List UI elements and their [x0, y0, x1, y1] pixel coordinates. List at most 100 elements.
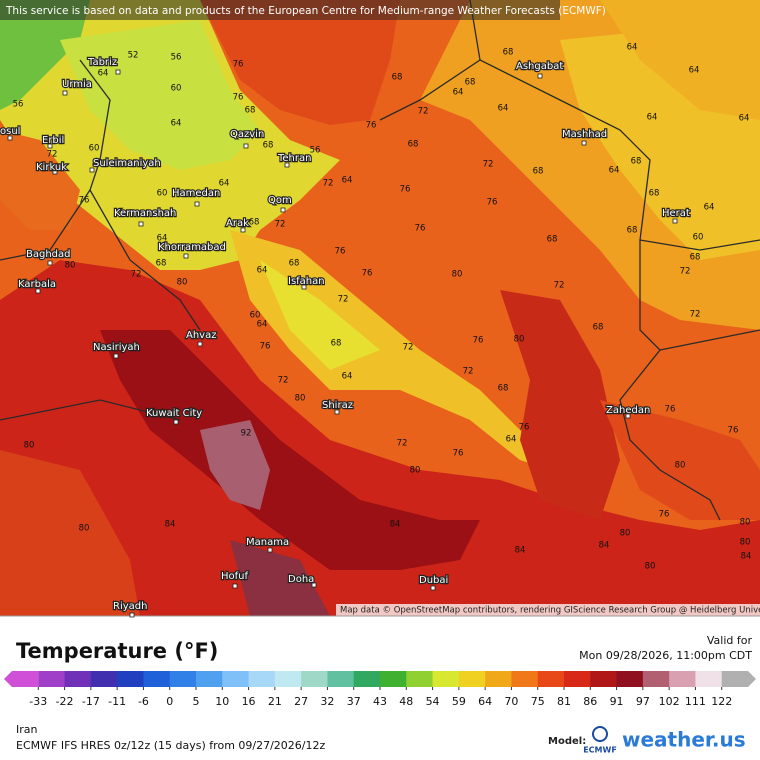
- colorbar-tick-label: 91: [610, 695, 624, 708]
- contour-label: 72: [463, 367, 474, 377]
- contour-label: 68: [156, 259, 167, 269]
- contour-label: 64: [98, 69, 109, 79]
- colorbar-tick-label: 81: [557, 695, 571, 708]
- contour-label: 64: [647, 113, 658, 123]
- colorbar-segment: [222, 671, 250, 687]
- city-marker: [672, 218, 678, 224]
- colorbar-segment: [642, 671, 670, 687]
- colorbar-tick-label: 64: [478, 695, 492, 708]
- colorbar-tick-label: -6: [138, 695, 149, 708]
- contour-label: 76: [473, 336, 484, 346]
- contour-label: 64: [157, 234, 168, 244]
- city-label: Qazvin: [230, 129, 264, 140]
- city-marker: [35, 288, 41, 294]
- colorbar-tick-label: 54: [426, 695, 440, 708]
- colorbar: -33 -22 -17 -11 -6 0 5 10 16 21 27 32 37 43 48 54 59 64 70…: [4, 671, 756, 708]
- city-label: Baghdad: [26, 249, 71, 260]
- city-label: Isfahan: [288, 276, 325, 287]
- colorbar-tick-label: 59: [452, 695, 466, 708]
- colorbar-segment: [327, 671, 355, 687]
- colorbar-tick-label: 16: [242, 695, 256, 708]
- contour-label: 68: [263, 141, 274, 151]
- contour-label: 64: [627, 43, 638, 53]
- city-label: Nasiriyah: [93, 342, 140, 353]
- city-label: osul: [0, 126, 20, 137]
- temp-zone: [0, 130, 80, 230]
- colorbar-segment: [117, 671, 144, 687]
- contour-label: 72: [483, 160, 494, 170]
- city-marker: [581, 140, 587, 146]
- valid-label: Valid for: [707, 634, 753, 647]
- colorbar-tick-label: 48: [399, 695, 413, 708]
- colorbar-tick-label: 43: [373, 695, 387, 708]
- contour-label: 76: [415, 224, 426, 234]
- contour-label: 76: [233, 60, 244, 70]
- contour-label: 76: [665, 405, 676, 415]
- city-label: Qom: [268, 195, 292, 206]
- contour-label: 76: [335, 247, 346, 257]
- contour-label: 80: [740, 518, 751, 528]
- city-marker: [240, 227, 246, 233]
- contour-label: 80: [740, 538, 751, 548]
- colorbar-segment: [616, 671, 644, 687]
- model-name: ECMWF: [583, 746, 617, 755]
- colorbar-arrow: [721, 671, 756, 687]
- city-label: Ashgabat: [516, 61, 563, 72]
- contour-label: 80: [452, 270, 463, 280]
- contour-label: 64: [453, 88, 464, 98]
- contour-label: 80: [410, 466, 421, 476]
- city-label: Khorramabad: [158, 242, 226, 253]
- contour-label: 80: [645, 562, 656, 572]
- city-label: Shiraz: [322, 400, 353, 411]
- contour-label: 64: [219, 179, 230, 189]
- colorbar-tick-label: -33: [29, 695, 47, 708]
- city-label: Hofuf: [221, 571, 248, 582]
- city-marker: [173, 419, 179, 425]
- contour-label: 64: [171, 119, 182, 129]
- valid-time: Mon 09/28/2026, 11:00pm CDT: [579, 649, 752, 662]
- colorbar-segment: [353, 671, 381, 687]
- colorbar-tick-label: -11: [108, 695, 126, 708]
- contour-label: 68: [289, 259, 300, 269]
- contour-label: 72: [403, 343, 414, 353]
- contour-label: 84: [165, 520, 176, 530]
- contour-label: 80: [65, 261, 76, 271]
- contour-label: 72: [323, 179, 334, 189]
- caspian-sea: [200, 0, 400, 125]
- contour-label: 64: [689, 66, 700, 76]
- colorbar-tick-label: 21: [268, 695, 282, 708]
- contour-label: 68: [593, 323, 604, 333]
- contour-label: 76: [366, 121, 377, 131]
- contour-label: 68: [533, 167, 544, 177]
- region: Iran: [16, 723, 38, 736]
- contour-label: 72: [554, 281, 565, 291]
- city-marker: [301, 284, 307, 290]
- banner-bg: [0, 0, 560, 20]
- colorbar-segment: [274, 671, 302, 687]
- contour-label: 84: [741, 552, 752, 562]
- model-label: Model:: [548, 736, 586, 747]
- colorbar-segment: [485, 671, 512, 687]
- city-marker: [7, 135, 13, 141]
- contour-label: 76: [362, 269, 373, 279]
- contour-label: 76: [659, 510, 670, 520]
- contour-label: 56: [13, 100, 24, 110]
- city-label: Zahedan: [606, 405, 650, 416]
- contour-label: 76: [487, 198, 498, 208]
- colorbar-tick-label: 122: [711, 695, 732, 708]
- contour-label: 60: [171, 84, 182, 94]
- contour-label: 56: [171, 53, 182, 63]
- city-label: Mashhad: [562, 129, 607, 140]
- colorbar-arrow: [4, 671, 39, 687]
- temp-zone: [0, 260, 760, 616]
- city-label: Kermanshah: [114, 208, 176, 219]
- colorbar-tick-label: -17: [82, 695, 100, 708]
- city-marker: [430, 585, 436, 591]
- colorbar-segment: [196, 671, 223, 687]
- colorbar-segment: [669, 671, 696, 687]
- contour-label: 72: [397, 439, 408, 449]
- city-label: Herat: [662, 208, 690, 219]
- city-label: Erbil: [42, 135, 64, 146]
- temp-zone: [260, 260, 380, 370]
